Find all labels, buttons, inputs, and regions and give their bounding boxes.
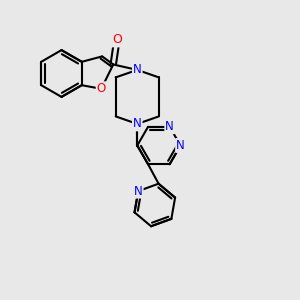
Text: N: N <box>134 184 142 198</box>
Text: N: N <box>133 117 142 130</box>
Text: O: O <box>97 82 106 95</box>
Text: O: O <box>112 33 122 46</box>
Text: N: N <box>165 120 174 133</box>
Text: N: N <box>133 63 142 76</box>
Text: N: N <box>176 139 185 152</box>
